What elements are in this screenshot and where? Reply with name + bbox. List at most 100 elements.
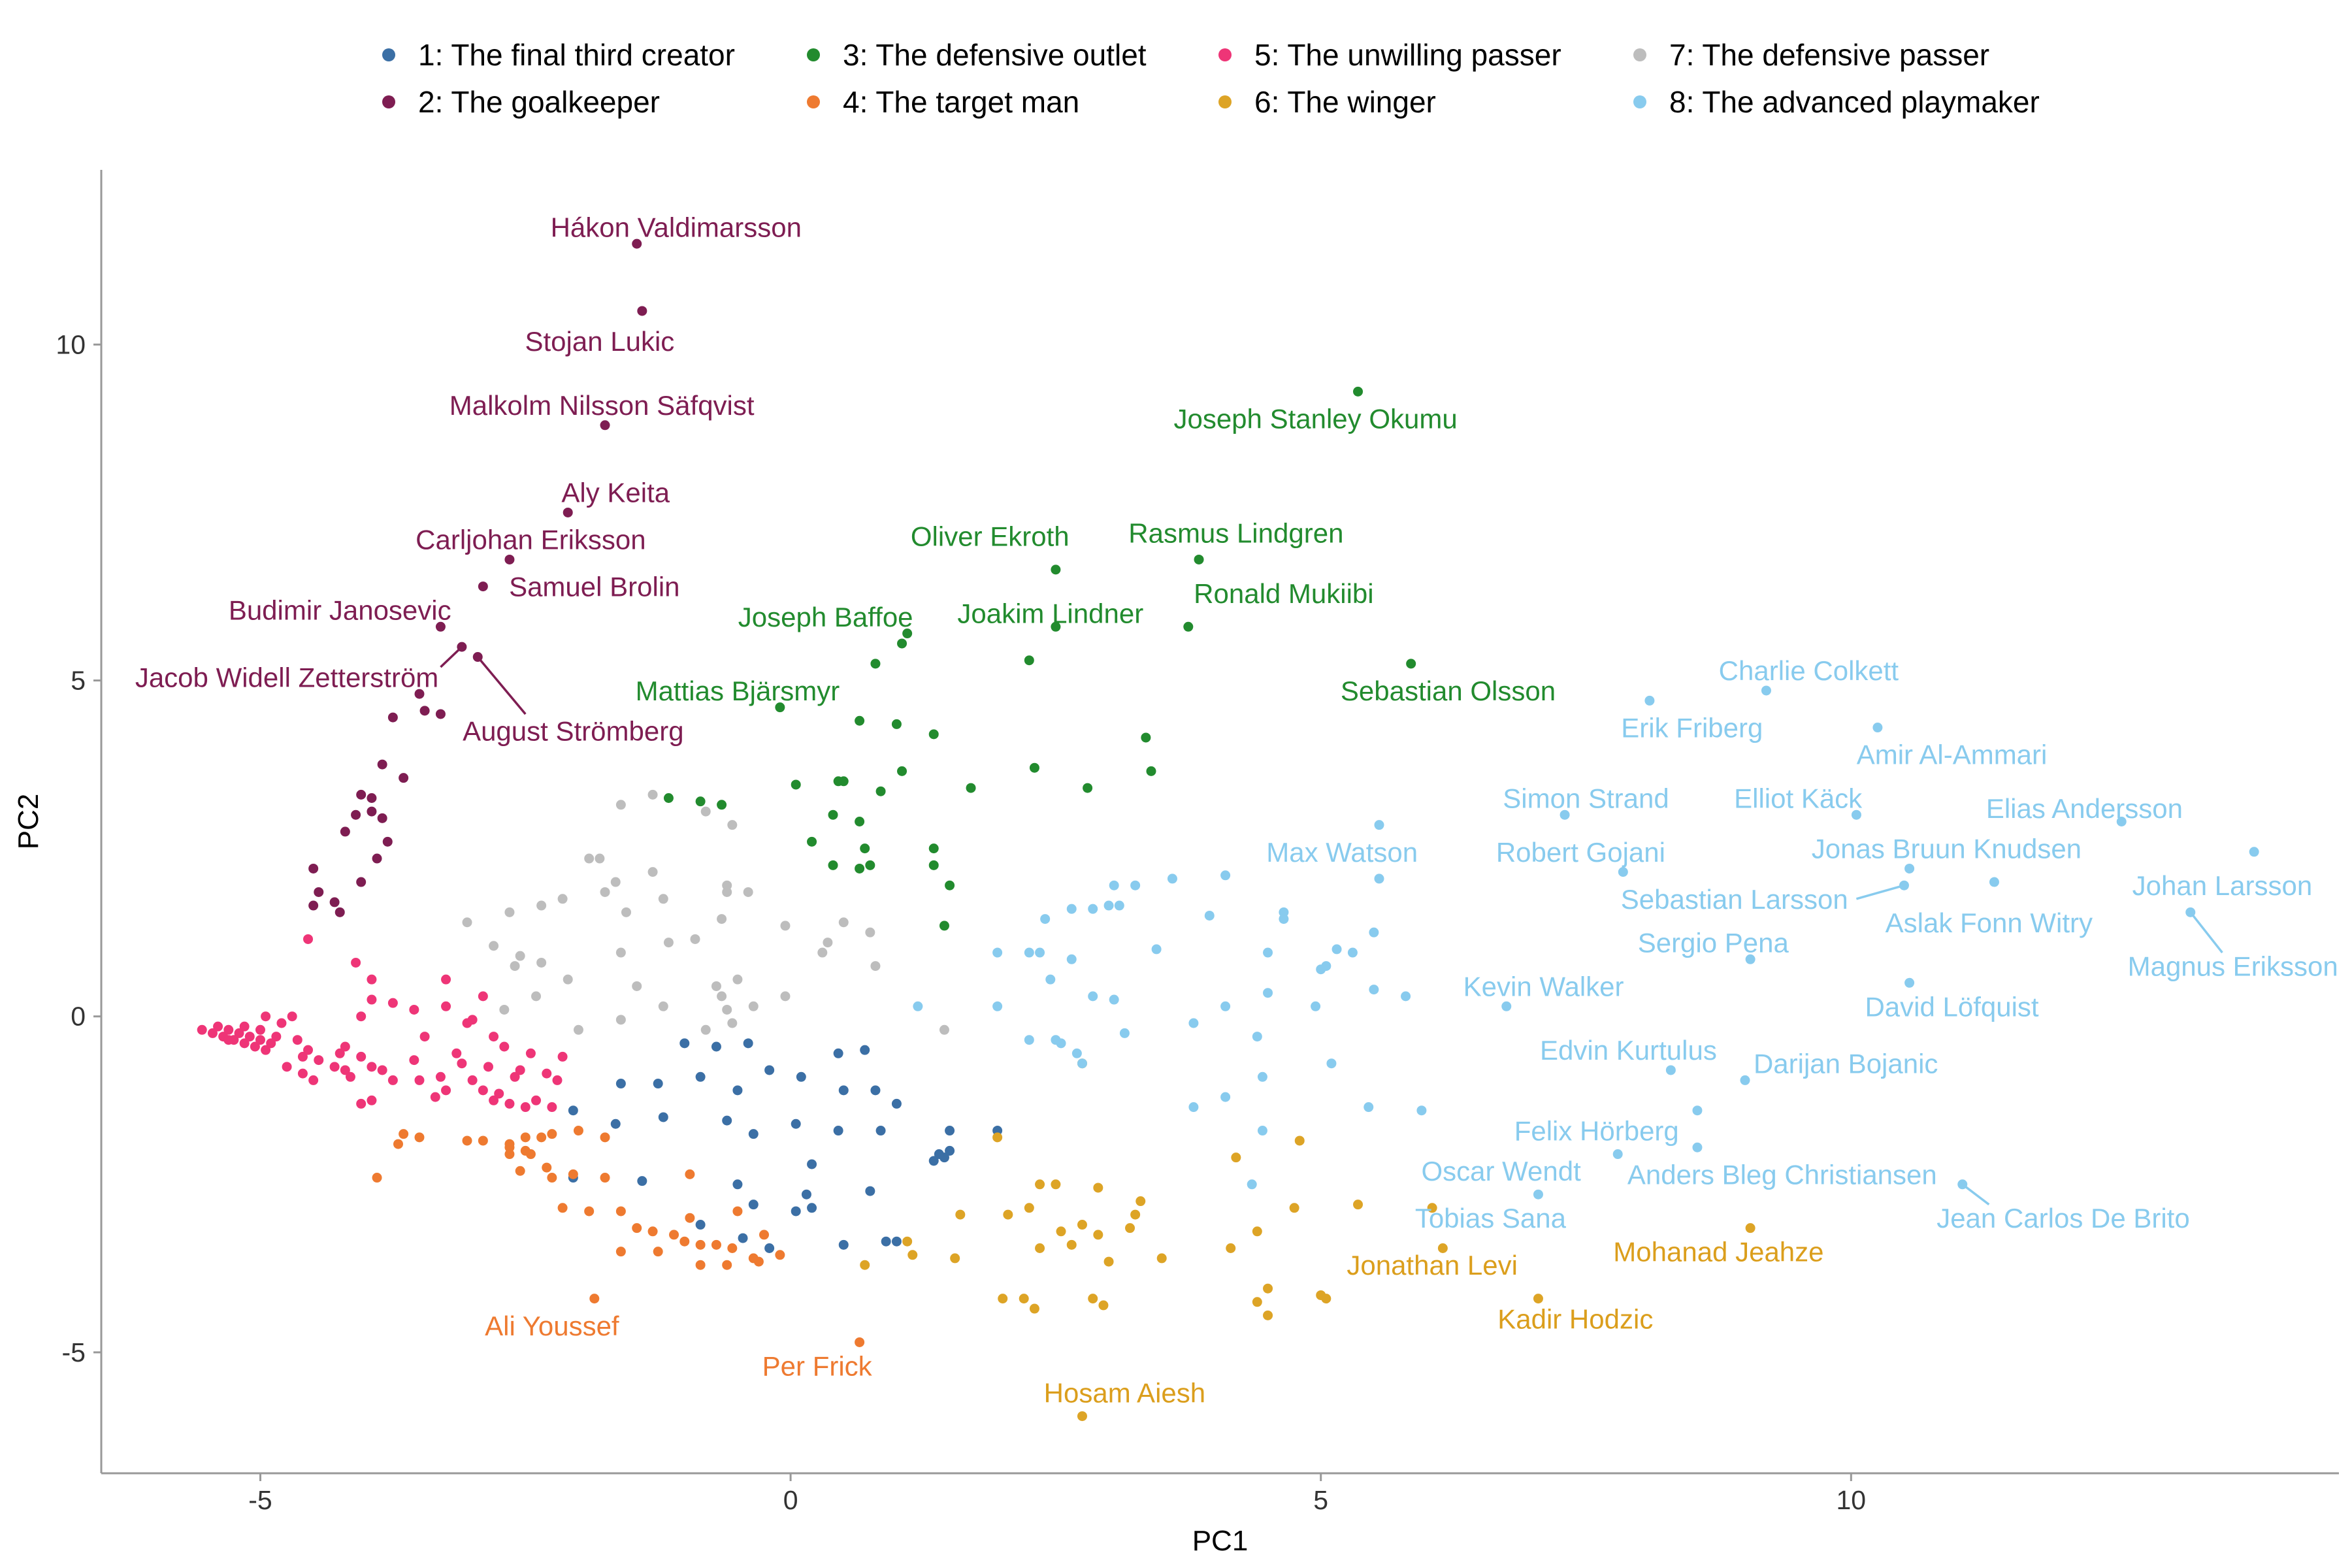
data-point (1135, 1196, 1146, 1207)
data-point (860, 1260, 870, 1270)
data-point (1872, 723, 1883, 733)
player-label: Jacob Widell Zetterström (135, 662, 438, 693)
data-point (1618, 867, 1628, 877)
data-point (1114, 900, 1124, 911)
label-leader-line (2189, 911, 2223, 954)
label-leader-line (1855, 884, 1904, 900)
data-point (1369, 985, 1379, 995)
data-point (865, 860, 875, 870)
data-point (1019, 1294, 1029, 1304)
player-label: Joseph Baffoe (738, 602, 913, 632)
data-point (276, 1018, 287, 1028)
data-point (223, 1024, 234, 1035)
data-point (1560, 809, 1570, 820)
player-label: Anders Bleg Christiansen (1627, 1159, 1937, 1190)
data-point (855, 817, 865, 826)
data-point (1051, 564, 1061, 575)
player-label: Darijan Bojanic (1754, 1049, 1938, 1079)
data-point (907, 1250, 918, 1260)
data-point (753, 1256, 764, 1267)
data-point (387, 998, 398, 1008)
data-point (663, 793, 674, 804)
player-label: Oscar Wendt (1421, 1156, 1581, 1186)
data-point (568, 1169, 578, 1179)
data-point (743, 887, 753, 897)
data-point (685, 1213, 695, 1223)
x-axis-ticks: -5 0 5 10 (248, 1473, 1866, 1515)
data-point (1125, 1223, 1135, 1233)
data-point (261, 1045, 271, 1055)
data-point (489, 941, 499, 951)
legend-key-dot (382, 48, 395, 61)
legend-item-2: 2: The goalkeeper (382, 85, 660, 119)
data-point (855, 863, 865, 874)
data-point (314, 1055, 324, 1066)
legend: 1: The final third creator 2: The goalkee… (382, 38, 2040, 119)
data-point (838, 776, 849, 787)
data-point (244, 1032, 255, 1042)
player-label: Mohanad Jeahze (1613, 1237, 1823, 1267)
data-point (1183, 621, 1194, 632)
data-point (356, 1098, 367, 1109)
legend-item-1: 1: The final third creator (382, 38, 735, 72)
data-point (409, 1004, 419, 1015)
data-point (1257, 1126, 1267, 1136)
player-label: Charlie Colkett (1719, 655, 1899, 686)
legend-key-dot (1218, 48, 1232, 61)
cluster-1-points (568, 1038, 1003, 1254)
data-point (1093, 1183, 1103, 1193)
data-point (531, 1095, 542, 1105)
legend-item-label: 3: The defensive outlet (843, 38, 1147, 72)
data-point (791, 1119, 801, 1129)
x-axis-title: PC1 (1192, 1525, 1249, 1557)
data-point (610, 877, 621, 887)
data-point (1263, 947, 1273, 958)
data-point (1077, 1058, 1087, 1069)
data-point (414, 689, 425, 699)
data-point (377, 813, 387, 823)
data-point (1989, 877, 1999, 887)
data-point (1141, 732, 1151, 743)
data-point (489, 1032, 499, 1042)
data-point (1612, 1149, 1623, 1160)
legend-key-dot (807, 95, 820, 108)
data-point (510, 961, 520, 972)
data-point (387, 712, 398, 723)
data-point (367, 1095, 377, 1105)
data-point (727, 1243, 738, 1254)
player-label: Felix Hörberg (1514, 1116, 1679, 1147)
data-point (1745, 1223, 1756, 1233)
data-point (1353, 1200, 1364, 1210)
data-point (340, 826, 350, 837)
player-label: Magnus Eriksson (2128, 951, 2338, 982)
data-point (992, 947, 1003, 958)
data-point (1252, 1226, 1262, 1237)
data-point (1257, 1071, 1267, 1082)
data-point (928, 860, 939, 870)
player-label: Carljohan Eriksson (416, 525, 646, 555)
data-point (1088, 1294, 1098, 1304)
data-point (584, 1206, 595, 1217)
data-point (351, 957, 361, 968)
data-point (833, 1126, 843, 1136)
data-point (966, 783, 976, 793)
data-point (372, 853, 382, 864)
data-point (717, 914, 727, 924)
data-point (1501, 1001, 1512, 1011)
data-point (467, 1075, 478, 1085)
data-point (525, 1149, 536, 1160)
data-point (573, 1024, 583, 1035)
data-point (939, 1024, 949, 1035)
legend-key-dot (807, 48, 820, 61)
data-point (1098, 1300, 1109, 1311)
data-point (600, 887, 610, 897)
data-point (499, 1041, 510, 1052)
data-point (287, 1011, 297, 1022)
data-point (1103, 1256, 1114, 1267)
data-point (1066, 904, 1077, 914)
data-point (1263, 1283, 1273, 1294)
data-point (955, 1209, 966, 1220)
data-point (1194, 554, 1204, 564)
data-point (1416, 1105, 1427, 1116)
data-point (197, 1024, 207, 1035)
